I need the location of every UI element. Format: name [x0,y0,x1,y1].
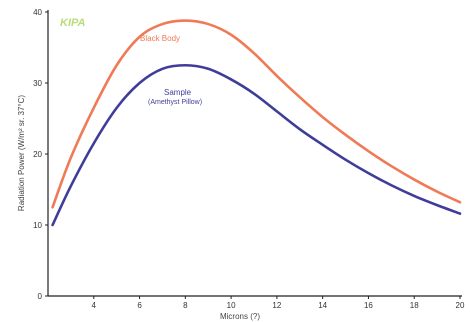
sample-label: Sample [164,88,192,97]
x-tick-label: 4 [92,301,97,310]
sample-series-line [51,63,462,227]
y-tick-label: 40 [33,8,42,17]
x-tick-label: 12 [272,301,281,310]
kipa-logo: KIPA [60,17,86,29]
y-tick-label: 0 [38,292,43,301]
y-tick-group: 0 10 20 30 40 [33,8,48,301]
x-tick-label: 8 [183,301,188,310]
x-tick-group: 4 6 8 10 12 14 16 18 20 [92,296,465,310]
x-tick-label: 6 [137,301,142,310]
x-tick-label: 14 [318,301,327,310]
x-tick-label: 20 [456,301,465,310]
sample-sublabel: (Amethyst Pillow) [148,99,202,106]
x-tick-label: 16 [364,301,373,310]
black-body-label: Black Body [140,34,180,43]
x-tick-label: 10 [227,301,236,310]
black-body-series-line [51,19,462,209]
y-tick-label: 10 [33,221,42,230]
series-lines [51,19,462,227]
y-tick-label: 20 [33,150,42,159]
y-axis-label: Radiation Power (W/m² sr. 37°C) [17,95,26,211]
x-axis-label: Microns (?) [220,312,260,321]
y-tick-label: 30 [33,79,42,88]
x-tick-label: 18 [410,301,419,310]
